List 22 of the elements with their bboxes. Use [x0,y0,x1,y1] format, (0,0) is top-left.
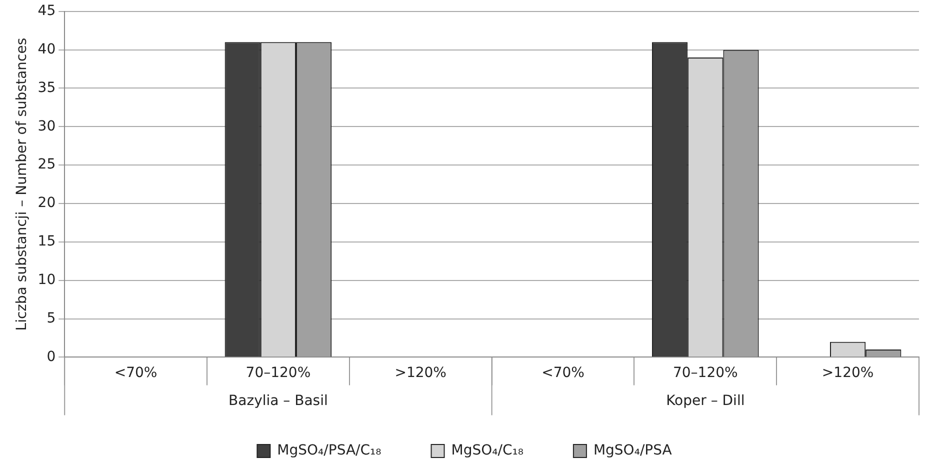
legend-label: MgSO₄/PSA/C₁₈ [277,442,382,459]
y-tick-label: 30 [38,118,56,134]
text: Bazylia – Basil [228,392,328,409]
y-tick-label: 0 [46,348,56,365]
y-tick-label: 45 [38,3,56,20]
x-tick-label: 70–120% [246,365,311,382]
y-tick-label: 15 [38,234,56,250]
x-tick-label: >120% [394,365,446,382]
x-tick-label: <70% [542,365,584,382]
y-tick-label: 35 [38,80,56,96]
y-tick-label: 40 [38,41,56,58]
x-tick-label: >120% [822,365,874,382]
y-tick-label: 5 [46,310,56,326]
x-tick-label: <70% [114,365,158,382]
text: Koper – Dill [666,392,745,409]
y-tick-label: 20 [38,195,56,212]
y-axis-title: Liczba substancji – Number of substances [14,38,30,331]
x-tick-label: 70–120% [672,365,738,382]
legend-label: MgSO₄/C₁₈ [451,442,524,459]
y-tick-label: 10 [38,272,56,288]
y-tick-label: 25 [38,156,56,173]
legend-label: MgSO₄/PSA [593,442,672,459]
